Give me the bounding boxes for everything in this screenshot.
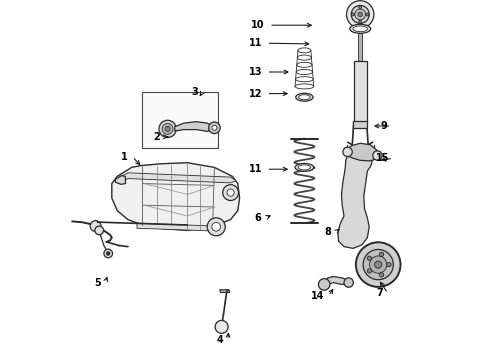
Polygon shape — [220, 290, 230, 292]
Ellipse shape — [295, 163, 314, 171]
Circle shape — [368, 256, 371, 260]
Text: 3: 3 — [192, 87, 198, 97]
Bar — [354, 61, 367, 122]
Circle shape — [374, 261, 382, 268]
Circle shape — [355, 9, 366, 20]
Polygon shape — [112, 163, 240, 230]
Circle shape — [207, 218, 225, 236]
Circle shape — [318, 279, 330, 290]
Circle shape — [359, 20, 362, 23]
Circle shape — [351, 13, 354, 16]
Circle shape — [379, 252, 384, 256]
Text: 14: 14 — [311, 291, 324, 301]
Text: 2: 2 — [154, 132, 160, 142]
Text: 7: 7 — [377, 288, 384, 298]
Polygon shape — [137, 223, 216, 231]
Circle shape — [159, 120, 176, 138]
Text: 5: 5 — [94, 278, 101, 288]
Circle shape — [358, 12, 363, 17]
Ellipse shape — [353, 26, 368, 32]
Circle shape — [90, 221, 101, 231]
Polygon shape — [121, 173, 236, 183]
Circle shape — [106, 252, 110, 255]
Circle shape — [215, 320, 228, 333]
Circle shape — [227, 189, 234, 196]
Circle shape — [369, 256, 387, 273]
Ellipse shape — [296, 93, 313, 101]
Circle shape — [379, 273, 384, 277]
Ellipse shape — [350, 24, 370, 33]
Circle shape — [346, 1, 374, 28]
Text: 1: 1 — [121, 152, 128, 162]
Circle shape — [351, 5, 369, 23]
Bar — [353, 121, 368, 128]
Circle shape — [373, 151, 382, 160]
Text: 11: 11 — [249, 38, 262, 48]
Text: 6: 6 — [254, 213, 261, 223]
Circle shape — [387, 262, 391, 267]
Text: 13: 13 — [249, 67, 262, 77]
Polygon shape — [175, 122, 213, 131]
Polygon shape — [116, 176, 125, 184]
Text: 8: 8 — [324, 227, 331, 237]
Bar — [143, 92, 218, 148]
Circle shape — [212, 222, 220, 231]
Circle shape — [165, 126, 170, 131]
Circle shape — [222, 185, 239, 201]
Circle shape — [343, 147, 352, 157]
Circle shape — [104, 249, 113, 258]
Text: 15: 15 — [375, 153, 389, 163]
Circle shape — [359, 6, 362, 9]
Text: 12: 12 — [249, 89, 262, 99]
Circle shape — [344, 278, 353, 287]
Text: 11: 11 — [249, 164, 262, 174]
Text: 9: 9 — [380, 121, 387, 131]
Circle shape — [95, 226, 103, 235]
Polygon shape — [338, 144, 373, 248]
Ellipse shape — [298, 95, 310, 100]
Circle shape — [212, 125, 217, 130]
Ellipse shape — [298, 165, 311, 170]
Circle shape — [363, 249, 393, 280]
Text: 4: 4 — [217, 335, 223, 345]
Text: 10: 10 — [251, 20, 265, 30]
Circle shape — [368, 269, 371, 273]
Circle shape — [356, 242, 400, 287]
Circle shape — [162, 123, 173, 134]
Circle shape — [366, 13, 369, 16]
Circle shape — [357, 145, 363, 151]
Polygon shape — [324, 276, 349, 286]
Polygon shape — [346, 143, 378, 161]
Circle shape — [209, 122, 220, 134]
